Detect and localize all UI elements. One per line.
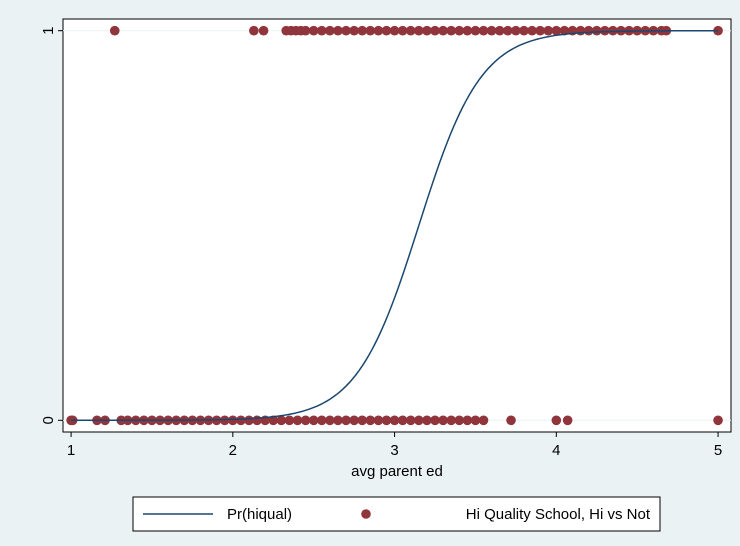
data-point [430, 25, 440, 36]
data-point [511, 25, 521, 36]
x-tick-label: 3 [390, 442, 398, 459]
data-point [462, 415, 473, 426]
data-point [365, 25, 376, 36]
data-point [300, 415, 311, 426]
data-point [494, 25, 505, 36]
data-point [341, 415, 351, 426]
data-point [519, 25, 529, 36]
data-point [478, 415, 489, 426]
data-point [422, 415, 432, 426]
data-point [405, 415, 416, 426]
data-point [300, 25, 311, 36]
data-point [228, 415, 238, 426]
data-point [381, 25, 392, 36]
data-point [236, 415, 246, 426]
data-point [365, 415, 376, 426]
data-point [470, 415, 481, 426]
y-axis: 01 [40, 27, 63, 424]
legend-point-swatch [361, 509, 371, 519]
data-point [373, 25, 384, 36]
data-point [316, 25, 327, 36]
data-point [389, 25, 400, 36]
data-point [405, 25, 416, 36]
x-tick-label: 2 [229, 442, 237, 459]
data-point [713, 415, 723, 426]
data-point [543, 25, 554, 36]
data-point [249, 25, 259, 36]
legend-line-label: Pr(hiqual) [227, 506, 292, 523]
data-point [258, 25, 269, 36]
data-point [397, 25, 408, 36]
data-point [308, 25, 319, 36]
data-point [308, 415, 319, 426]
data-point [333, 415, 343, 426]
data-point [357, 25, 368, 36]
data-point [414, 415, 424, 426]
x-axis-title: avg parent ed [351, 463, 443, 480]
probability-curve [71, 29, 719, 422]
data-point [608, 25, 618, 36]
data-point [506, 415, 516, 426]
data-point [454, 415, 465, 426]
x-tick-label: 1 [67, 442, 75, 459]
data-point [470, 25, 481, 36]
data-point [276, 415, 287, 426]
data-point [333, 25, 343, 36]
data-point [462, 25, 473, 36]
data-point [446, 25, 456, 36]
data-point [562, 415, 573, 426]
data-point [316, 415, 327, 426]
data-point [551, 25, 562, 36]
data-point [292, 415, 303, 426]
data-point [559, 25, 570, 36]
x-tick-label: 5 [714, 442, 722, 459]
data-point [325, 415, 335, 426]
data-point [591, 25, 602, 36]
data-point [414, 25, 424, 36]
y-tick-label: 0 [40, 416, 57, 424]
data-point [268, 415, 279, 426]
data-point [325, 25, 335, 36]
data-point [349, 25, 359, 36]
data-point [454, 25, 465, 36]
legend-box [132, 496, 661, 532]
data-point [389, 415, 400, 426]
data-point [502, 25, 513, 36]
data-point [527, 25, 537, 36]
data-point [478, 25, 489, 36]
data-point [535, 25, 545, 36]
data-point [551, 415, 562, 426]
legend-point-label: Hi Quality School, Hi vs Not [466, 506, 651, 523]
data-point [219, 415, 230, 426]
y-tick-label: 1 [40, 27, 57, 35]
data-point [713, 25, 723, 36]
x-axis: 1 2 3 4 5 [67, 432, 722, 459]
data-point [600, 25, 610, 36]
data-point [341, 25, 351, 36]
data-point [357, 415, 368, 426]
data-point [381, 415, 392, 426]
data-point [397, 415, 408, 426]
data-point [373, 415, 384, 426]
data-point [486, 25, 497, 36]
data-point [430, 415, 440, 426]
data-point [438, 415, 448, 426]
data-point [349, 415, 359, 426]
x-tick-label: 4 [552, 442, 560, 459]
data-point [109, 25, 120, 36]
plot-area [62, 18, 732, 433]
legend: Pr(hiqual) Hi Quality School, Hi vs Not [132, 496, 661, 532]
data-point [446, 415, 456, 426]
data-point [422, 25, 432, 36]
data-point [438, 25, 448, 36]
data-point [284, 415, 295, 426]
